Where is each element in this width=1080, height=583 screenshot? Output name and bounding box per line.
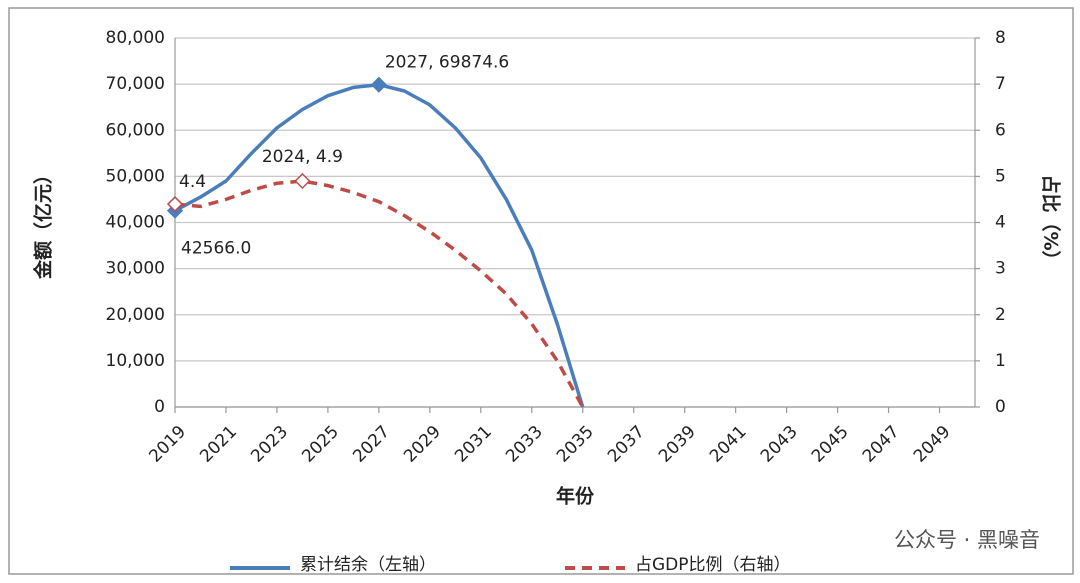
y-tick-label: 0 xyxy=(154,397,165,417)
annotation: 2024, 4.9 xyxy=(262,147,343,167)
y2-tick-label: 8 xyxy=(995,28,1006,48)
legend-label: 占GDP比例（右轴） xyxy=(635,555,791,575)
x-tick-label: 2043 xyxy=(757,422,802,467)
y2-tick-label: 5 xyxy=(995,166,1006,186)
y2-tick-label: 0 xyxy=(995,397,1006,417)
x-tick-label: 2025 xyxy=(298,422,343,467)
x-tick-label: 2047 xyxy=(859,422,904,467)
x-tick-label: 2031 xyxy=(451,422,496,467)
y2-tick-label: 1 xyxy=(995,351,1006,371)
y-tick-label: 20,000 xyxy=(106,305,165,325)
y-axis-title: 金额（亿元） xyxy=(32,165,55,280)
y-tick-label: 50,000 xyxy=(106,166,165,186)
x-tick-label: 2027 xyxy=(349,422,394,467)
x-tick-label: 2039 xyxy=(655,422,700,467)
legend-label: 累计结余（左轴） xyxy=(300,555,436,575)
point-marker xyxy=(294,172,311,190)
chart-frame xyxy=(8,7,1074,575)
annotation: 42566.0 xyxy=(181,239,251,259)
y-tick-label: 40,000 xyxy=(106,213,165,233)
y2-tick-label: 3 xyxy=(995,259,1006,279)
x-tick-label: 2045 xyxy=(808,422,853,467)
y-tick-label: 70,000 xyxy=(106,74,165,94)
y-tick-label: 30,000 xyxy=(106,259,165,279)
y-tick-label: 60,000 xyxy=(106,120,165,140)
y-tick-label: 10,000 xyxy=(106,351,165,371)
y2-tick-label: 4 xyxy=(995,213,1006,233)
x-tick-label: 2033 xyxy=(502,422,547,467)
x-tick-label: 2029 xyxy=(400,422,445,467)
point-marker xyxy=(166,195,184,213)
x-tick-label: 2035 xyxy=(553,422,598,467)
x-axis-title: 年份 xyxy=(556,485,595,508)
x-tick-label: 2049 xyxy=(910,422,955,467)
y2-axis-title: 占比（%） xyxy=(1040,174,1063,269)
x-tick-label: 2019 xyxy=(145,422,190,467)
y2-tick-label: 2 xyxy=(995,305,1006,325)
x-tick-label: 2037 xyxy=(604,422,649,467)
y2-tick-label: 6 xyxy=(995,120,1006,140)
annotation: 2027, 69874.6 xyxy=(385,53,509,73)
y2-tick-label: 7 xyxy=(995,74,1006,94)
watermark: 公众号 · 黑噪音 xyxy=(894,528,1040,552)
x-tick-label: 2023 xyxy=(247,422,292,467)
x-tick-label: 2021 xyxy=(196,422,241,467)
y-tick-label: 80,000 xyxy=(106,28,165,48)
point-marker xyxy=(370,76,387,93)
annotation: 4.4 xyxy=(179,172,206,192)
series-line xyxy=(174,179,585,408)
x-tick-label: 2041 xyxy=(706,422,751,467)
